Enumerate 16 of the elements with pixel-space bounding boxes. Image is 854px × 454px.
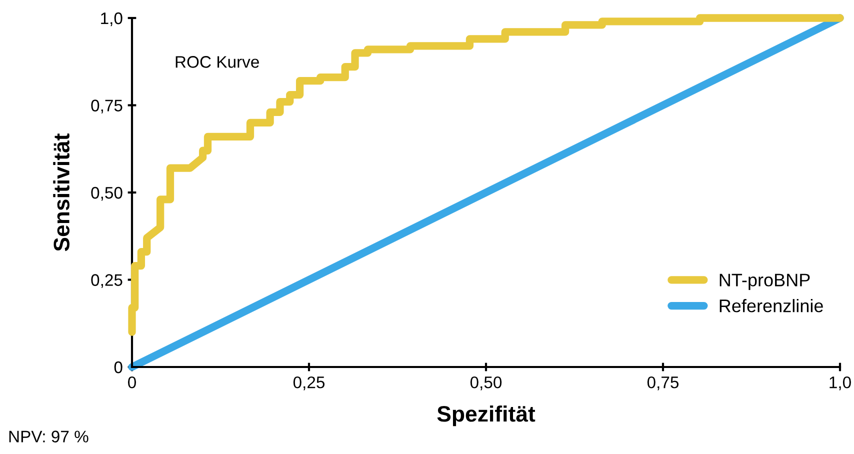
text: NPV: 97 % [9,430,88,442]
y-tick-label: 0,50 [91,186,122,201]
x-tick-label: 0,50 [470,376,502,390]
y-axis-title: Sensitivität [53,133,70,252]
x-tick-label: 0 [128,376,136,388]
y-tick-label: 0,75 [91,100,122,114]
y-tick-label: 1,0 [101,12,122,26]
legend-label: Referenzlinie [720,299,823,312]
annotation: ROC Kurve [176,56,259,68]
y-tick-label: 0,25 [91,274,122,288]
x-tick-label: 0,25 [293,376,325,390]
y-tick-label: 0 [114,361,122,374]
legend-label: NT-proBNP [720,274,810,290]
x-tick-label: 1,0 [830,376,851,390]
x-axis-title: Spezifität [437,405,536,426]
x-tick-label: 0,75 [647,376,679,390]
